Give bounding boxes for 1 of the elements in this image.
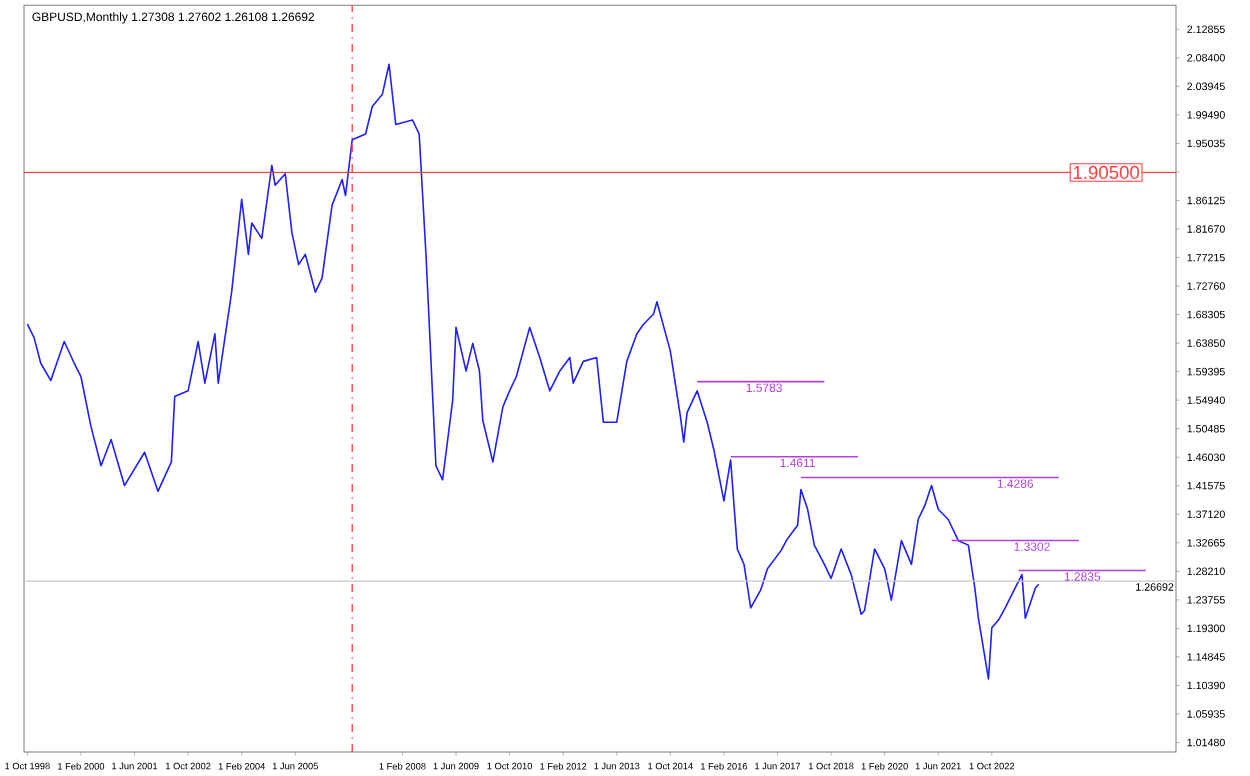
ref-line-label: 1.90500	[1073, 165, 1140, 180]
